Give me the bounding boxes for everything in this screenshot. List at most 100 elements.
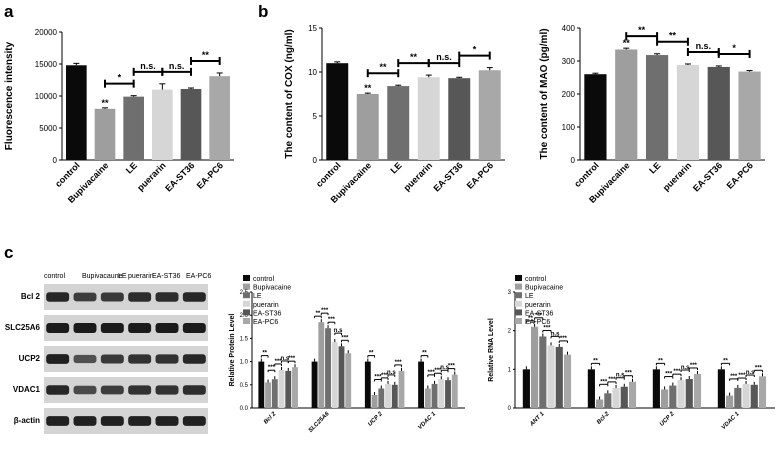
bar-ea-st36	[285, 370, 292, 408]
blot-band	[128, 385, 152, 395]
legend-label: EA-PC6	[525, 319, 550, 326]
blot-band	[100, 354, 124, 364]
x-tick-label: control	[53, 160, 82, 189]
blot-band	[100, 323, 124, 333]
y-axis-label: Fluorescence intensity	[4, 41, 15, 150]
y-axis-label: Relative RNA Level	[488, 318, 495, 382]
bar-control	[66, 65, 87, 160]
bar-control	[652, 369, 660, 408]
significance-label: ***	[381, 373, 389, 379]
bar-ea-st36	[338, 346, 345, 408]
bar-bupivacaine	[596, 399, 604, 408]
significance-mark: **	[623, 38, 631, 48]
bar-bupivacaine	[531, 326, 539, 408]
significance-label: ***	[673, 369, 681, 375]
blot-band	[128, 292, 152, 302]
significance-label: **	[723, 358, 728, 364]
legend-label: Bupivacaine	[525, 285, 563, 292]
significance-label: **	[369, 351, 374, 357]
significance-label: n.s	[440, 365, 449, 371]
blot-band	[128, 416, 152, 426]
legend-label: control	[525, 276, 546, 283]
significance-label: ***	[341, 335, 349, 341]
bar-control	[364, 361, 371, 408]
blot-band	[100, 292, 124, 302]
bar-puerarin	[547, 345, 555, 408]
significance-label: ***	[268, 365, 276, 371]
x-tick-label: UCP 2	[367, 411, 384, 428]
legend-swatch	[515, 300, 522, 307]
bar-control	[418, 361, 424, 408]
significance-label: ***	[600, 379, 608, 385]
significance-label: n.s	[551, 331, 560, 337]
chart-fluorescence-intensity: 0 5000 10000 15000 20000 Fluorescence intensi…	[4, 28, 234, 205]
bar-puerarin	[438, 379, 445, 408]
legend-label: LE	[253, 293, 262, 300]
bar-ea-st36	[620, 386, 628, 408]
blot-band	[46, 292, 70, 302]
blot-band	[155, 292, 179, 302]
legend-swatch	[515, 318, 522, 324]
significance-label: **	[379, 62, 387, 72]
significance-label: **	[202, 50, 210, 60]
legend-swatch	[243, 309, 250, 316]
significance-label: n.s.	[140, 61, 156, 71]
y-tick-label: 15	[308, 24, 317, 33]
legend-label: LE	[525, 293, 534, 300]
bar-bupivacaine	[318, 322, 325, 408]
significance-label: ***	[395, 360, 403, 366]
bar-control	[584, 74, 607, 160]
lane-label: control	[44, 273, 65, 280]
x-tick-label: EA-PC6	[195, 160, 225, 190]
significance-label: **	[316, 311, 321, 317]
bar-le	[539, 336, 547, 408]
significance-label: n.s	[281, 356, 290, 362]
blot-band	[128, 354, 152, 364]
significance-label: n.s	[681, 365, 690, 371]
legend-swatch	[515, 292, 522, 299]
legend-label: EA-ST36	[253, 310, 282, 317]
significance-label: **	[528, 316, 533, 322]
legend-label: puerarin	[525, 302, 551, 309]
bar-le	[734, 387, 742, 408]
y-tick-label: 200	[562, 90, 576, 99]
bar-control	[326, 63, 349, 161]
x-tick-label: UCP 2	[659, 411, 676, 428]
y-tick-label: 10000	[35, 92, 58, 101]
y-tick-label: 5000	[39, 124, 57, 133]
significance-label: ***	[755, 365, 763, 371]
protein-label: UCP2	[19, 354, 41, 363]
x-tick-label: puerarin	[402, 160, 435, 193]
legend-swatch	[515, 309, 522, 316]
chart-mao-content: 0 100 200 300 400 The content of MAO (pg/ml) c…	[539, 24, 765, 205]
blot-band	[73, 385, 97, 395]
bar-ea-st36	[391, 384, 398, 408]
blot-band	[46, 323, 70, 333]
y-tick-label: 2	[508, 329, 512, 335]
blot-band	[182, 292, 206, 302]
significance-label: ***	[543, 325, 551, 331]
significance-label: **	[262, 351, 267, 357]
significance-label: ***	[625, 371, 633, 377]
y-tick-label: 0	[571, 156, 576, 165]
legend-swatch	[243, 318, 250, 324]
y-tick-label: 300	[562, 57, 576, 66]
bar-ea-st36	[685, 379, 693, 408]
legend-label: EA-ST36	[525, 310, 554, 317]
x-tick-label: EA-ST36	[163, 160, 196, 193]
y-axis-label: The content of MAO (pg/ml)	[539, 28, 550, 159]
significance-label: n.s.	[436, 52, 452, 62]
bar-puerarin	[152, 89, 173, 160]
bar-control	[311, 361, 318, 408]
y-tick-label: 0.5	[240, 383, 249, 389]
x-tick-label: LE	[388, 160, 403, 175]
bar-puerarin	[417, 77, 440, 160]
bar-ea-pc6	[563, 354, 572, 408]
protein-label: VDAC1	[13, 385, 41, 394]
significance-label: **	[410, 52, 418, 62]
blot-band	[73, 416, 97, 426]
significance-label: ***	[535, 313, 543, 319]
panel-label-c: c	[4, 243, 13, 262]
